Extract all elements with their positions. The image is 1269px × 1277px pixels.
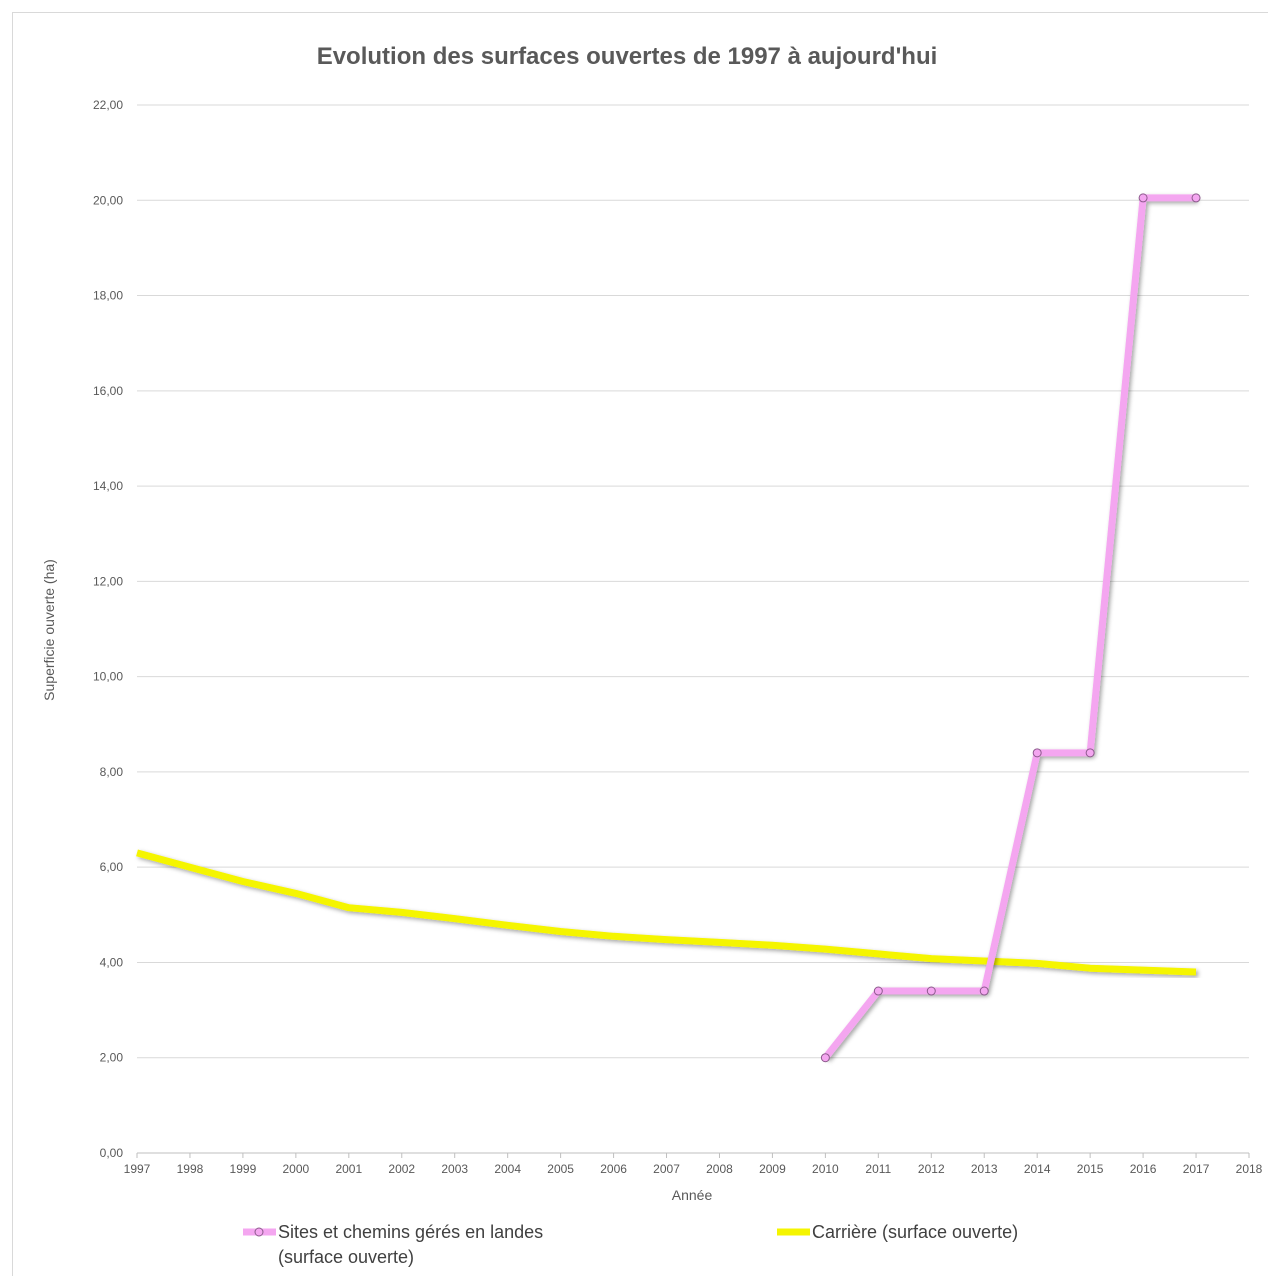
y-tick-label: 0,00 bbox=[100, 1146, 124, 1160]
x-tick-label: 2007 bbox=[653, 1162, 680, 1176]
y-tick-label: 12,00 bbox=[93, 574, 123, 588]
x-tick-label: 2002 bbox=[388, 1162, 415, 1176]
y-tick-label: 18,00 bbox=[93, 289, 123, 303]
x-tick-label: 2008 bbox=[706, 1162, 733, 1176]
x-axis-title: Année bbox=[672, 1187, 713, 1203]
x-tick-label: 2015 bbox=[1077, 1162, 1104, 1176]
legend-marker bbox=[254, 1227, 264, 1237]
chart-area bbox=[12, 12, 1268, 1276]
x-tick-label: 2003 bbox=[441, 1162, 468, 1176]
y-axis-title: Superficie ouverte (ha) bbox=[41, 559, 57, 701]
data-point bbox=[1085, 748, 1095, 758]
x-tick-label: 2017 bbox=[1183, 1162, 1210, 1176]
series-line-1 bbox=[136, 849, 1197, 976]
legend-label: Carrière (surface ouverte) bbox=[812, 1222, 1018, 1242]
y-tick-label: 6,00 bbox=[100, 860, 124, 874]
y-tick-label: 14,00 bbox=[93, 479, 123, 493]
x-tick-label: 1997 bbox=[124, 1162, 151, 1176]
x-tick-label: 2001 bbox=[335, 1162, 362, 1176]
y-tick-label: 8,00 bbox=[100, 765, 124, 779]
x-tick-label: 2010 bbox=[812, 1162, 839, 1176]
x-tick-label: 2005 bbox=[547, 1162, 574, 1176]
x-tick-label: 1998 bbox=[177, 1162, 204, 1176]
y-tick-label: 2,00 bbox=[100, 1051, 124, 1065]
y-axis-ticks: 0,00 2,00 4,00 6,00 8,00 10,00 12,00 14,00 16,00… bbox=[93, 98, 123, 1160]
chart-title: Evolution des surfaces ouvertes de 1997 … bbox=[317, 43, 938, 70]
data-point bbox=[1191, 193, 1201, 203]
y-tick-label: 20,00 bbox=[93, 193, 123, 207]
x-tick-label: 2004 bbox=[494, 1162, 521, 1176]
y-tick-label: 22,00 bbox=[93, 98, 123, 112]
x-axis bbox=[136, 1152, 1250, 1158]
x-tick-label: 2013 bbox=[971, 1162, 998, 1176]
x-tick-label: 2018 bbox=[1236, 1162, 1263, 1176]
x-axis-ticks: 1997 1998 1999 2000 2001 2002 2003 2004 2005 2006… bbox=[124, 1162, 1263, 1176]
data-point bbox=[1032, 748, 1042, 758]
x-tick-label: 2006 bbox=[600, 1162, 627, 1176]
y-tick-label: 10,00 bbox=[93, 670, 123, 684]
y-tick-label: 16,00 bbox=[93, 384, 123, 398]
data-point bbox=[1138, 193, 1148, 203]
series-group bbox=[136, 193, 1201, 1063]
x-tick-label: 1999 bbox=[230, 1162, 257, 1176]
data-point bbox=[820, 1053, 830, 1063]
x-tick-label: 2000 bbox=[283, 1162, 310, 1176]
legend-label: Sites et chemins gérés en landes bbox=[278, 1222, 543, 1242]
legend-label: (surface ouverte) bbox=[278, 1247, 414, 1267]
x-tick-label: 2011 bbox=[865, 1162, 891, 1176]
legend: Sites et chemins gérés en landes (surface… bbox=[243, 1222, 1018, 1267]
series-line-0 bbox=[822, 194, 1196, 1060]
data-point bbox=[873, 986, 883, 996]
data-point bbox=[926, 986, 936, 996]
data-point bbox=[979, 986, 989, 996]
x-tick-label: 2014 bbox=[1024, 1162, 1051, 1176]
gridlines bbox=[137, 104, 1249, 1059]
x-tick-label: 2009 bbox=[759, 1162, 786, 1176]
y-tick-label: 4,00 bbox=[100, 955, 124, 969]
x-tick-label: 2016 bbox=[1130, 1162, 1157, 1176]
x-tick-label: 2012 bbox=[918, 1162, 945, 1176]
